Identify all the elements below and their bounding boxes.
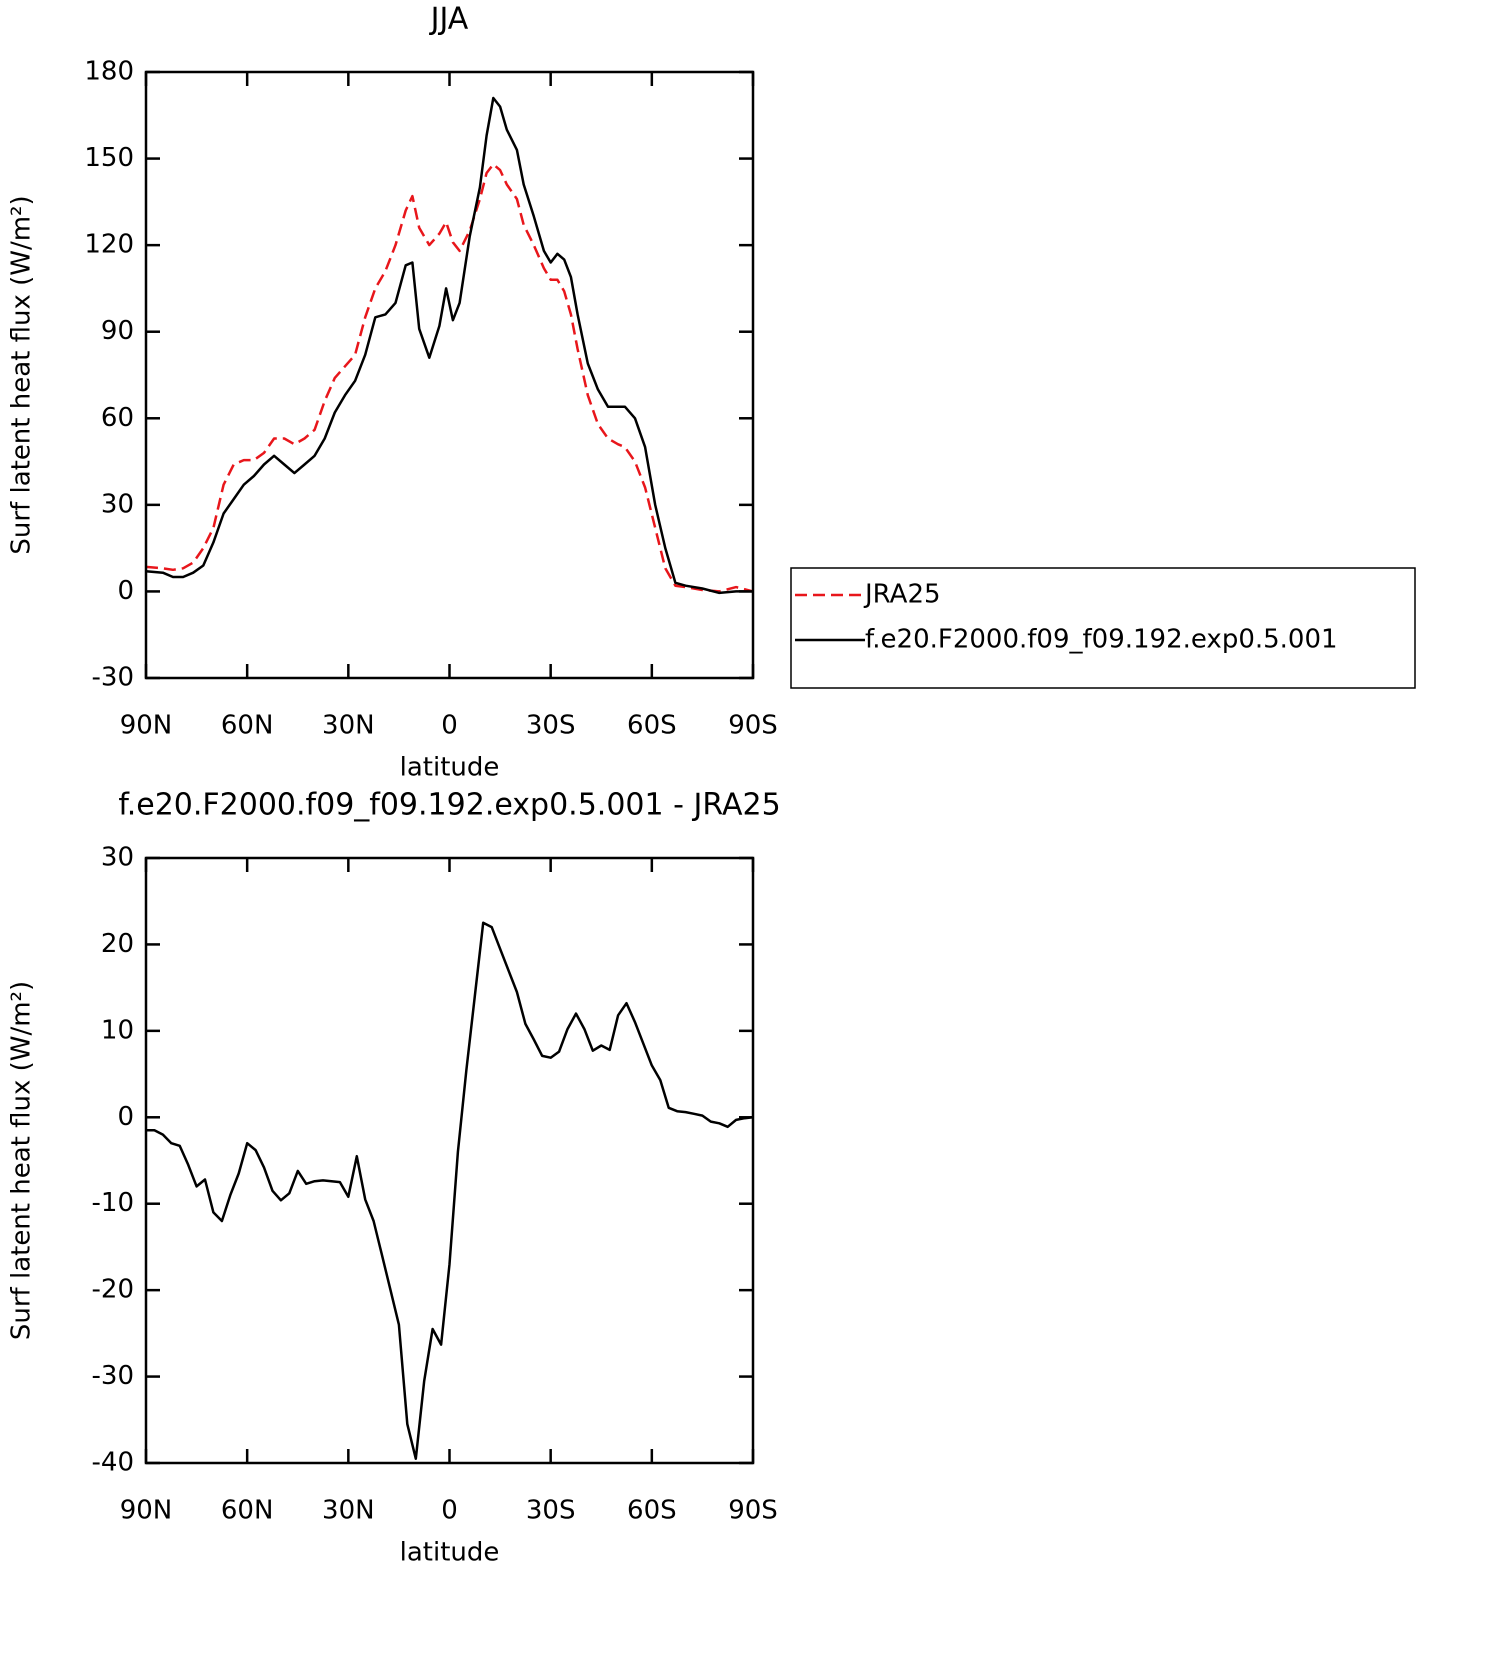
x-tick-label: 30N [322, 711, 375, 741]
y-tick-label: 60 [101, 403, 134, 433]
y-tick-label: 30 [101, 843, 134, 873]
y-tick-label: 120 [84, 230, 134, 260]
y-tick-label: -20 [92, 1275, 134, 1305]
x-tick-label: 30S [526, 711, 576, 741]
y-tick-label: 150 [84, 143, 134, 173]
x-axis-label: latitude [400, 1538, 500, 1568]
y-tick-label: -30 [92, 663, 134, 693]
y-axis-label: Surf latent heat flux (W/m²) [7, 195, 37, 554]
x-tick-label: 30S [526, 1496, 576, 1526]
data-line [145, 163, 754, 593]
y-tick-label: 10 [101, 1015, 134, 1045]
x-tick-label: 60N [221, 1496, 274, 1526]
x-tick-label: 90S [728, 1496, 778, 1526]
data-line [146, 921, 754, 1460]
chart-title: f.e20.F2000.f09_f09.192.exp0.5.001 - JRA… [118, 788, 780, 823]
y-tick-label: 0 [117, 1102, 134, 1132]
x-axis-label: latitude [400, 753, 500, 783]
y-tick-label: 30 [101, 489, 134, 519]
x-tick-label: 60N [221, 711, 274, 741]
x-tick-label: 30N [322, 1496, 375, 1526]
x-tick-label: 0 [441, 711, 458, 741]
plot-frame [144, 856, 755, 1465]
x-tick-label: 90N [120, 1496, 173, 1526]
y-tick-label: -10 [92, 1188, 134, 1218]
y-tick-label: 20 [101, 929, 134, 959]
x-tick-label: 0 [441, 1496, 458, 1526]
legend-box [790, 567, 1416, 689]
y-tick-label: -40 [92, 1448, 134, 1478]
x-tick-label: 60S [627, 711, 677, 741]
y-tick-label: 180 [84, 57, 134, 87]
plot-frame [144, 70, 755, 680]
data-line [145, 96, 753, 595]
x-tick-label: 90N [120, 711, 173, 741]
x-tick-label: 60S [627, 1496, 677, 1526]
y-tick-label: -30 [92, 1361, 134, 1391]
legend-label: f.e20.F2000.f09_f09.192.exp0.5.001 [865, 625, 1338, 655]
legend-label: JRA25 [863, 580, 941, 610]
x-tick-label: 90S [728, 711, 778, 741]
y-tick-label: 90 [101, 316, 134, 346]
y-axis-label: Surf latent heat flux (W/m²) [7, 981, 37, 1340]
y-tick-label: 0 [117, 576, 134, 606]
chart-title: JJA [429, 2, 469, 37]
